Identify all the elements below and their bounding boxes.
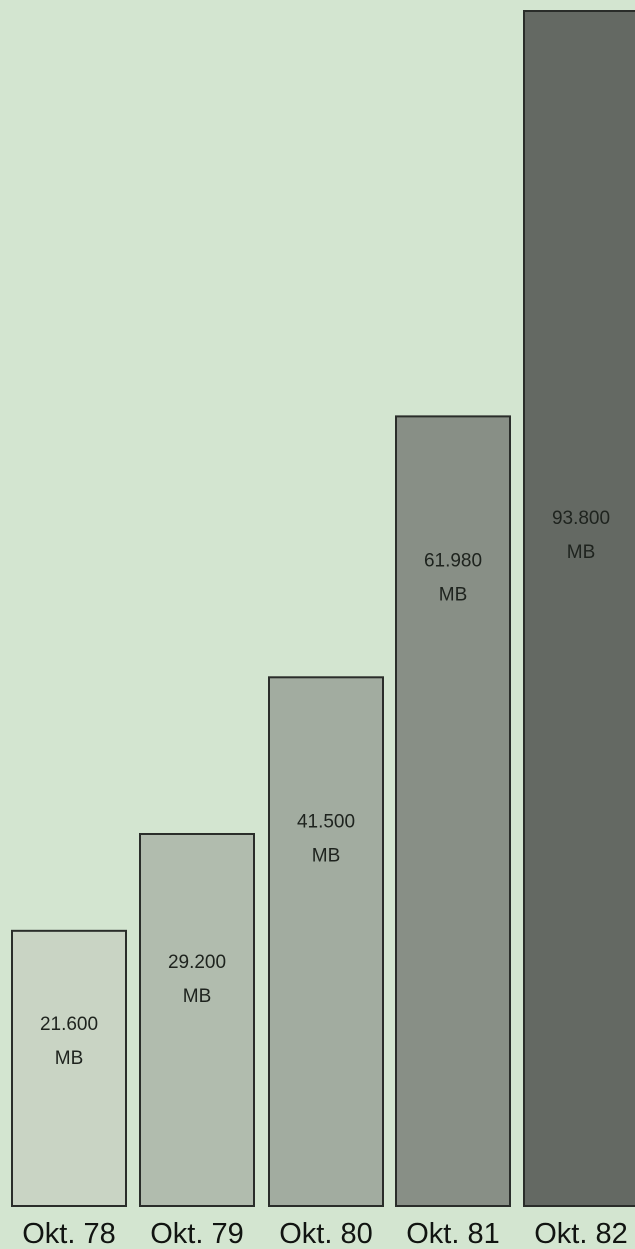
x-tick-label: Okt. 82 <box>534 1218 628 1249</box>
bar-unit-label: MB <box>183 986 212 1007</box>
bar-unit-label: MB <box>55 1048 84 1069</box>
bar-unit-label: MB <box>439 584 468 605</box>
x-tick-label: Okt. 79 <box>150 1218 244 1249</box>
bar-value-labels: 21.600 MB 29.200 MB 41.500 MB 61.980 MB 93.800 MB <box>40 508 610 1069</box>
bar-value-label: 21.600 <box>40 1014 98 1035</box>
bars <box>11 10 635 1208</box>
bar-unit-label: MB <box>312 845 341 866</box>
x-axis-tick-labels: Okt. 78 Okt. 79 Okt. 80 Okt. 81 Okt. 82 <box>22 1218 628 1249</box>
bar-value-label: 61.980 <box>424 550 482 571</box>
bar-value-label: 93.800 <box>552 508 610 529</box>
x-tick-label: Okt. 80 <box>279 1218 373 1249</box>
bar-value-label: 29.200 <box>168 952 226 973</box>
x-tick-label: Okt. 81 <box>406 1218 500 1249</box>
x-tick-label: Okt. 78 <box>22 1218 116 1249</box>
bar-okt-82 <box>523 10 635 1207</box>
bar-okt-79 <box>139 832 255 1207</box>
bar-unit-label: MB <box>567 542 596 563</box>
bar-okt-80 <box>268 676 384 1207</box>
bar-value-label: 41.500 <box>297 811 355 832</box>
bar-okt-81 <box>395 415 511 1207</box>
bar-okt-78 <box>11 929 127 1208</box>
